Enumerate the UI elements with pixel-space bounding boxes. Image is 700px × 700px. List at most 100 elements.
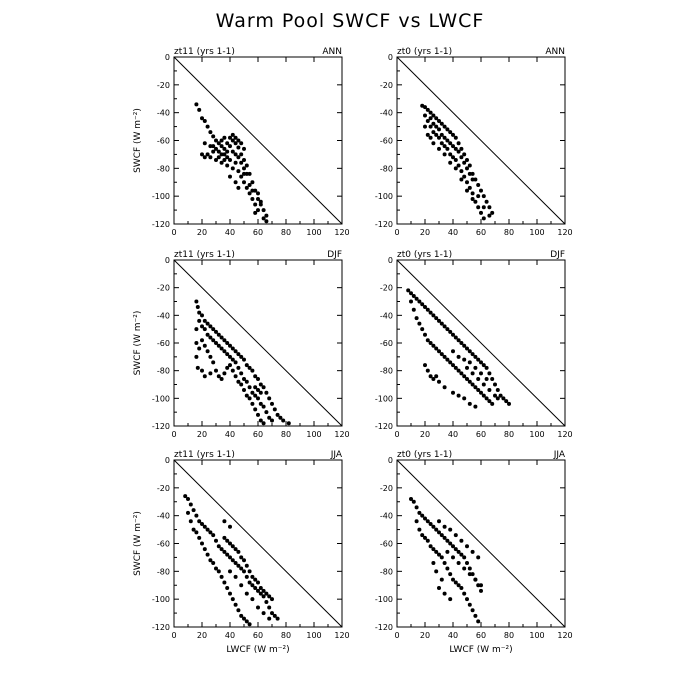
data-point	[202, 343, 207, 348]
data-point	[183, 494, 188, 499]
data-point	[228, 157, 232, 162]
x-tick-label: 40	[225, 430, 235, 439]
y-tick-label: -20	[157, 81, 170, 90]
data-point	[228, 555, 232, 560]
data-point	[434, 346, 439, 351]
data-point	[242, 558, 246, 563]
data-point	[425, 519, 430, 524]
data-point	[425, 307, 430, 312]
data-point	[278, 415, 283, 420]
data-point	[247, 365, 252, 370]
data-point	[473, 385, 478, 390]
y-tick-label: -60	[157, 540, 170, 549]
data-point	[479, 188, 483, 193]
data-point	[239, 174, 244, 179]
data-point	[453, 533, 458, 538]
data-point	[481, 393, 486, 398]
data-point	[414, 316, 419, 321]
data-point	[442, 591, 447, 596]
data-point	[448, 572, 453, 577]
data-point	[437, 135, 441, 140]
y-tick-label: -60	[157, 137, 170, 146]
data-point	[456, 338, 461, 343]
data-point	[476, 357, 481, 362]
data-point	[484, 376, 489, 381]
data-point	[470, 572, 475, 577]
x-tick-label: 0	[171, 631, 176, 640]
data-point	[425, 368, 430, 373]
data-point	[437, 318, 441, 323]
data-point	[465, 597, 469, 602]
data-point	[428, 341, 433, 345]
data-point	[256, 376, 260, 381]
data-point	[219, 547, 224, 552]
data-point	[202, 119, 207, 124]
data-point	[462, 174, 467, 179]
scatter-panel-5: 0 20 40 60 80 100 120 0 -20 -40 -60 -80 -100 -120 zt11…	[133, 450, 350, 655]
data-point	[467, 602, 472, 607]
data-point	[244, 393, 249, 398]
data-point	[437, 519, 441, 524]
data-point	[437, 586, 441, 591]
data-point	[200, 324, 204, 329]
data-point	[437, 127, 441, 132]
y-tick-label: -40	[380, 512, 393, 521]
data-point	[188, 519, 193, 524]
y-axis-label: SWCF (W m⁻²)	[133, 511, 143, 576]
data-point	[239, 555, 244, 560]
data-point	[211, 144, 216, 149]
data-point	[216, 155, 221, 160]
data-point	[270, 418, 274, 423]
data-point	[437, 379, 441, 384]
data-point	[244, 591, 249, 596]
data-point	[258, 382, 263, 387]
data-point	[431, 113, 436, 118]
y-tick-label: 0	[388, 256, 393, 265]
x-tick-label: 20	[197, 228, 207, 237]
data-point	[250, 368, 255, 373]
data-point	[202, 524, 207, 529]
panel-right-label: ANN	[545, 47, 565, 57]
data-point	[242, 388, 246, 393]
data-point	[242, 146, 246, 151]
data-point	[264, 213, 269, 218]
reference-line	[396, 56, 566, 225]
x-tick-label: 80	[504, 228, 514, 237]
data-point	[411, 499, 416, 504]
data-point	[233, 360, 238, 365]
data-point	[423, 124, 427, 129]
data-point	[195, 365, 200, 370]
data-point	[465, 157, 469, 162]
data-point	[216, 544, 221, 549]
data-point	[225, 552, 230, 557]
data-point	[250, 597, 255, 602]
data-point	[428, 374, 433, 379]
data-point	[459, 146, 464, 151]
data-point	[456, 141, 461, 146]
data-point	[208, 155, 213, 160]
data-point	[473, 177, 478, 182]
data-point	[465, 560, 469, 565]
data-point	[275, 616, 280, 621]
data-point	[487, 388, 492, 393]
data-point	[191, 508, 196, 513]
data-point	[256, 605, 260, 610]
data-point	[236, 549, 241, 554]
data-point	[267, 616, 272, 621]
data-point	[233, 602, 238, 607]
data-point	[456, 393, 461, 398]
data-point	[414, 505, 419, 510]
data-point	[267, 415, 272, 420]
data-point	[222, 535, 227, 540]
data-point	[194, 530, 199, 535]
data-point	[470, 171, 475, 176]
x-tick-label: 20	[197, 430, 207, 439]
data-point	[481, 194, 486, 199]
data-point	[222, 349, 227, 354]
data-point	[434, 527, 439, 532]
data-point	[194, 299, 199, 304]
data-point	[456, 549, 461, 554]
data-point	[214, 157, 218, 162]
data-point	[498, 393, 503, 398]
